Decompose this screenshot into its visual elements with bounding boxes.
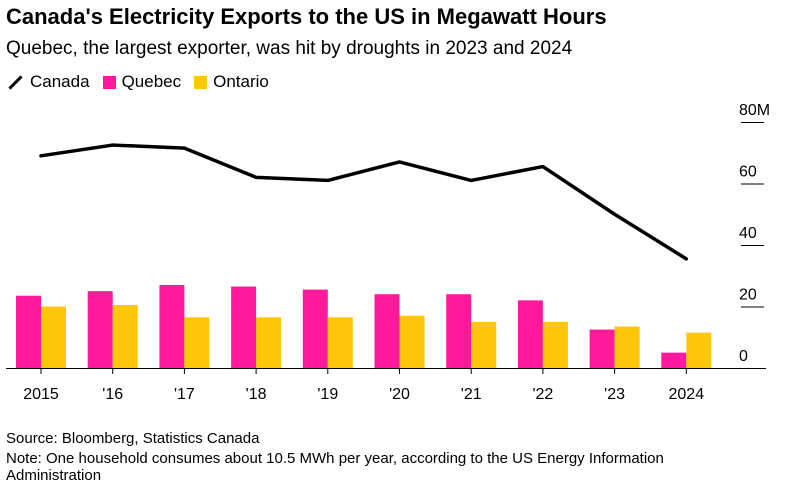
x-tick-label-1: '16 [102, 386, 123, 403]
bar-ontario-8 [614, 326, 640, 368]
y-tick-label-60: 60 [739, 164, 757, 181]
legend-item-quebec: Quebec [102, 72, 182, 92]
bar-ontario-2 [184, 317, 210, 368]
bar-quebec-3 [231, 286, 257, 368]
y-tick-label-20: 20 [739, 287, 757, 304]
bar-ontario-7 [542, 321, 568, 368]
bars-group [16, 284, 712, 368]
y-axis-group: 0 20 40 60 80M [739, 102, 770, 365]
legend-swatch-ontario [194, 75, 208, 89]
bar-ontario-5 [399, 315, 425, 368]
bar-quebec-8 [589, 329, 615, 368]
bar-quebec-5 [374, 294, 400, 368]
legend-item-ontario: Ontario [194, 72, 269, 92]
y-tick-label-0: 0 [739, 348, 748, 365]
bar-quebec-6 [446, 294, 472, 368]
footnote: Note: One household consumes about 10.5 … [6, 450, 664, 484]
chart-subtitle: Quebec, the largest exporter, was hit by… [6, 38, 573, 59]
canada-line-group [39, 143, 689, 261]
bar-quebec-4 [302, 289, 328, 368]
legend-item-canada: Canada [8, 72, 90, 92]
x-tick-label-8: '23 [604, 386, 625, 403]
x-tick-label-0: 2015 [23, 386, 59, 403]
legend-label-canada: Canada [30, 72, 90, 91]
legend: Canada Quebec Ontario [8, 72, 282, 92]
y-tick-label-40: 40 [739, 225, 757, 242]
x-tick-label-5: '20 [389, 386, 410, 403]
bar-quebec-1 [87, 291, 113, 368]
x-tick-label-3: '18 [246, 386, 267, 403]
bar-ontario-6 [471, 321, 497, 368]
x-tick-label-2: '17 [174, 386, 195, 403]
x-tick-label-6: '21 [461, 386, 482, 403]
bar-quebec-0 [16, 295, 41, 368]
chart-title: Canada's Electricity Exports to the US i… [6, 4, 607, 29]
series-line-canada [39, 143, 689, 261]
bar-ontario-4 [327, 317, 353, 368]
bar-ontario-0 [41, 306, 66, 368]
bar-ontario-3 [256, 317, 282, 368]
x-ticks-group: 2015 '16 '17 '18 '19 '20 '21 '22 '23 2024 [23, 368, 704, 403]
bar-ontario-9 [686, 332, 712, 368]
bar-quebec-7 [517, 300, 543, 368]
source-note: Source: Bloomberg, Statistics Canada [6, 430, 260, 447]
bar-quebec-9 [661, 352, 687, 368]
bar-quebec-2 [159, 284, 185, 368]
x-tick-label-7: '22 [532, 386, 553, 403]
x-tick-label-9: 2024 [669, 386, 705, 403]
legend-swatch-quebec [102, 75, 116, 89]
y-tick-label-80: 80M [739, 102, 770, 119]
legend-label-quebec: Quebec [121, 72, 182, 91]
legend-label-ontario: Ontario [213, 72, 269, 91]
x-tick-label-4: '19 [317, 386, 338, 403]
bar-ontario-1 [112, 304, 138, 368]
